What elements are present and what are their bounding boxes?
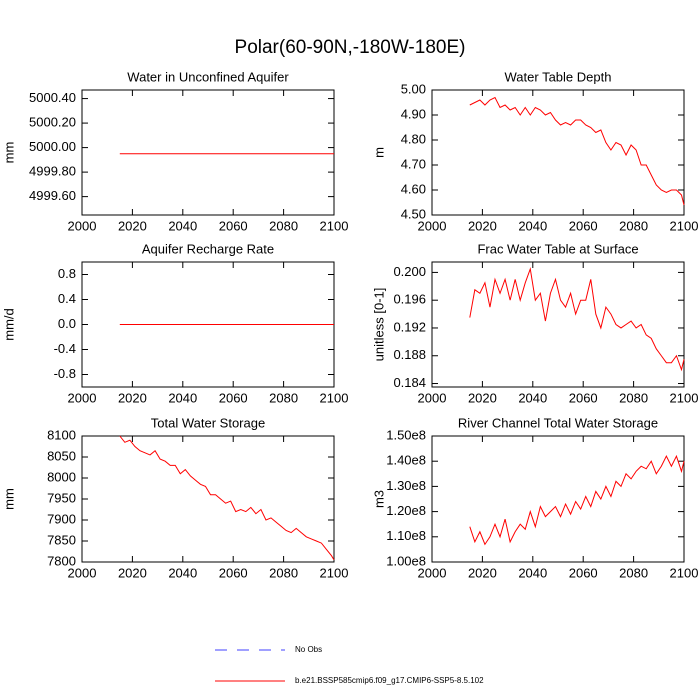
panel-title: Frac Water Table at Surface [477,241,638,256]
y-tick-label: 1.40e8 [386,453,426,468]
y-tick-label: 0.188 [393,347,426,362]
y-tick-label: 0.200 [393,264,426,279]
x-tick-label: 2080 [269,565,298,580]
x-tick-label: 2080 [619,565,648,580]
panel-title: River Channel Total Water Storage [458,415,658,430]
x-tick-label: 2060 [219,565,248,580]
panel-title: Total Water Storage [151,415,265,430]
y-tick-label: 4.50 [401,206,426,221]
y-tick-label: 0.184 [393,375,426,390]
y-tick-label: 0.0 [58,316,76,331]
x-tick-label: 2060 [569,218,598,233]
x-tick-label: 2020 [118,218,147,233]
y-tick-label: 1.50e8 [386,427,426,442]
plot-frame [431,89,685,216]
y-tick-label: 8050 [47,448,76,463]
x-tick-label: 2000 [68,565,97,580]
x-tick-label: 2000 [418,565,447,580]
x-tick-label: 2040 [168,218,197,233]
y-tick-label: 8100 [47,427,76,442]
y-tick-label: 5000.00 [29,139,76,154]
y-axis-label: unitless [0-1] [371,288,386,362]
y-tick-label: 0.4 [58,291,76,306]
x-tick-label: 2060 [219,218,248,233]
x-tick-label: 2080 [619,218,648,233]
x-tick-label: 2020 [468,390,497,405]
y-tick-label: 4.80 [401,131,426,146]
legend-label: No Obs [295,645,322,654]
x-tick-label: 2080 [269,218,298,233]
y-tick-label: 5.00 [401,81,426,96]
y-tick-label: 0.196 [393,292,426,307]
x-tick-label: 2000 [68,390,97,405]
data-line [469,266,685,372]
x-tick-label: 2040 [518,390,547,405]
figure-title: Polar(60-90N,-180W-180E) [235,37,466,58]
plot-frame [431,435,685,563]
y-tick-label: 8000 [47,469,76,484]
y-tick-label: 5000.40 [29,90,76,105]
x-tick-label: 2100 [670,218,699,233]
y-tick-label: 0.8 [58,266,76,281]
x-tick-label: 2020 [468,565,497,580]
x-tick-label: 2100 [320,390,349,405]
y-axis-label: m [371,147,386,158]
x-tick-label: 2000 [418,218,447,233]
y-tick-label: 4999.60 [29,188,76,203]
x-tick-label: 2040 [168,565,197,580]
plot-frame [81,435,335,563]
x-tick-label: 2040 [518,565,547,580]
x-tick-label: 2020 [118,565,147,580]
y-tick-label: 7900 [47,511,76,526]
x-tick-label: 2040 [518,218,547,233]
x-tick-label: 2100 [670,565,699,580]
x-tick-label: 2060 [569,390,598,405]
y-tick-label: 7800 [47,553,76,568]
plot-frame [431,261,685,388]
legend-label: b.e21.BSSP585cmip6.f09_g17.CMIP6-SSP5-8.… [295,676,484,685]
panel-title: Aquifer Recharge Rate [142,241,274,256]
y-axis-label: mm [1,142,16,164]
x-tick-label: 2060 [569,565,598,580]
plot-frame [81,89,335,216]
y-tick-label: 4.70 [401,156,426,171]
y-tick-label: 1.20e8 [386,503,426,518]
y-tick-label: 1.30e8 [386,478,426,493]
x-tick-label: 2100 [320,565,349,580]
y-tick-label: 1.10e8 [386,528,426,543]
x-tick-label: 2000 [418,390,447,405]
y-tick-label: 7850 [47,532,76,547]
panel-title: Water Table Depth [505,69,612,84]
y-tick-label: 0.192 [393,319,426,334]
y-tick-label: 4.60 [401,181,426,196]
y-axis-label: mm/d [1,308,16,341]
y-tick-label: 4999.80 [29,164,76,179]
x-tick-label: 2100 [320,218,349,233]
x-tick-label: 2020 [118,390,147,405]
y-tick-label: -0.8 [54,366,76,381]
y-tick-label: 1.00e8 [386,553,426,568]
y-axis-label: mm [1,488,16,510]
y-axis-label: m3 [371,490,386,508]
data-line [469,454,685,546]
x-tick-label: 2100 [670,390,699,405]
y-tick-label: 7950 [47,490,76,505]
x-tick-label: 2040 [168,390,197,405]
x-tick-label: 2080 [619,390,648,405]
data-line [469,96,685,206]
x-tick-label: 2000 [68,218,97,233]
x-tick-label: 2080 [269,390,298,405]
x-tick-label: 2060 [219,390,248,405]
x-tick-label: 2020 [468,218,497,233]
y-tick-label: -0.4 [54,341,76,356]
y-tick-label: 5000.20 [29,115,76,130]
y-tick-label: 4.90 [401,106,426,121]
data-line [119,435,335,561]
panel-title: Water in Unconfined Aquifer [127,69,289,84]
